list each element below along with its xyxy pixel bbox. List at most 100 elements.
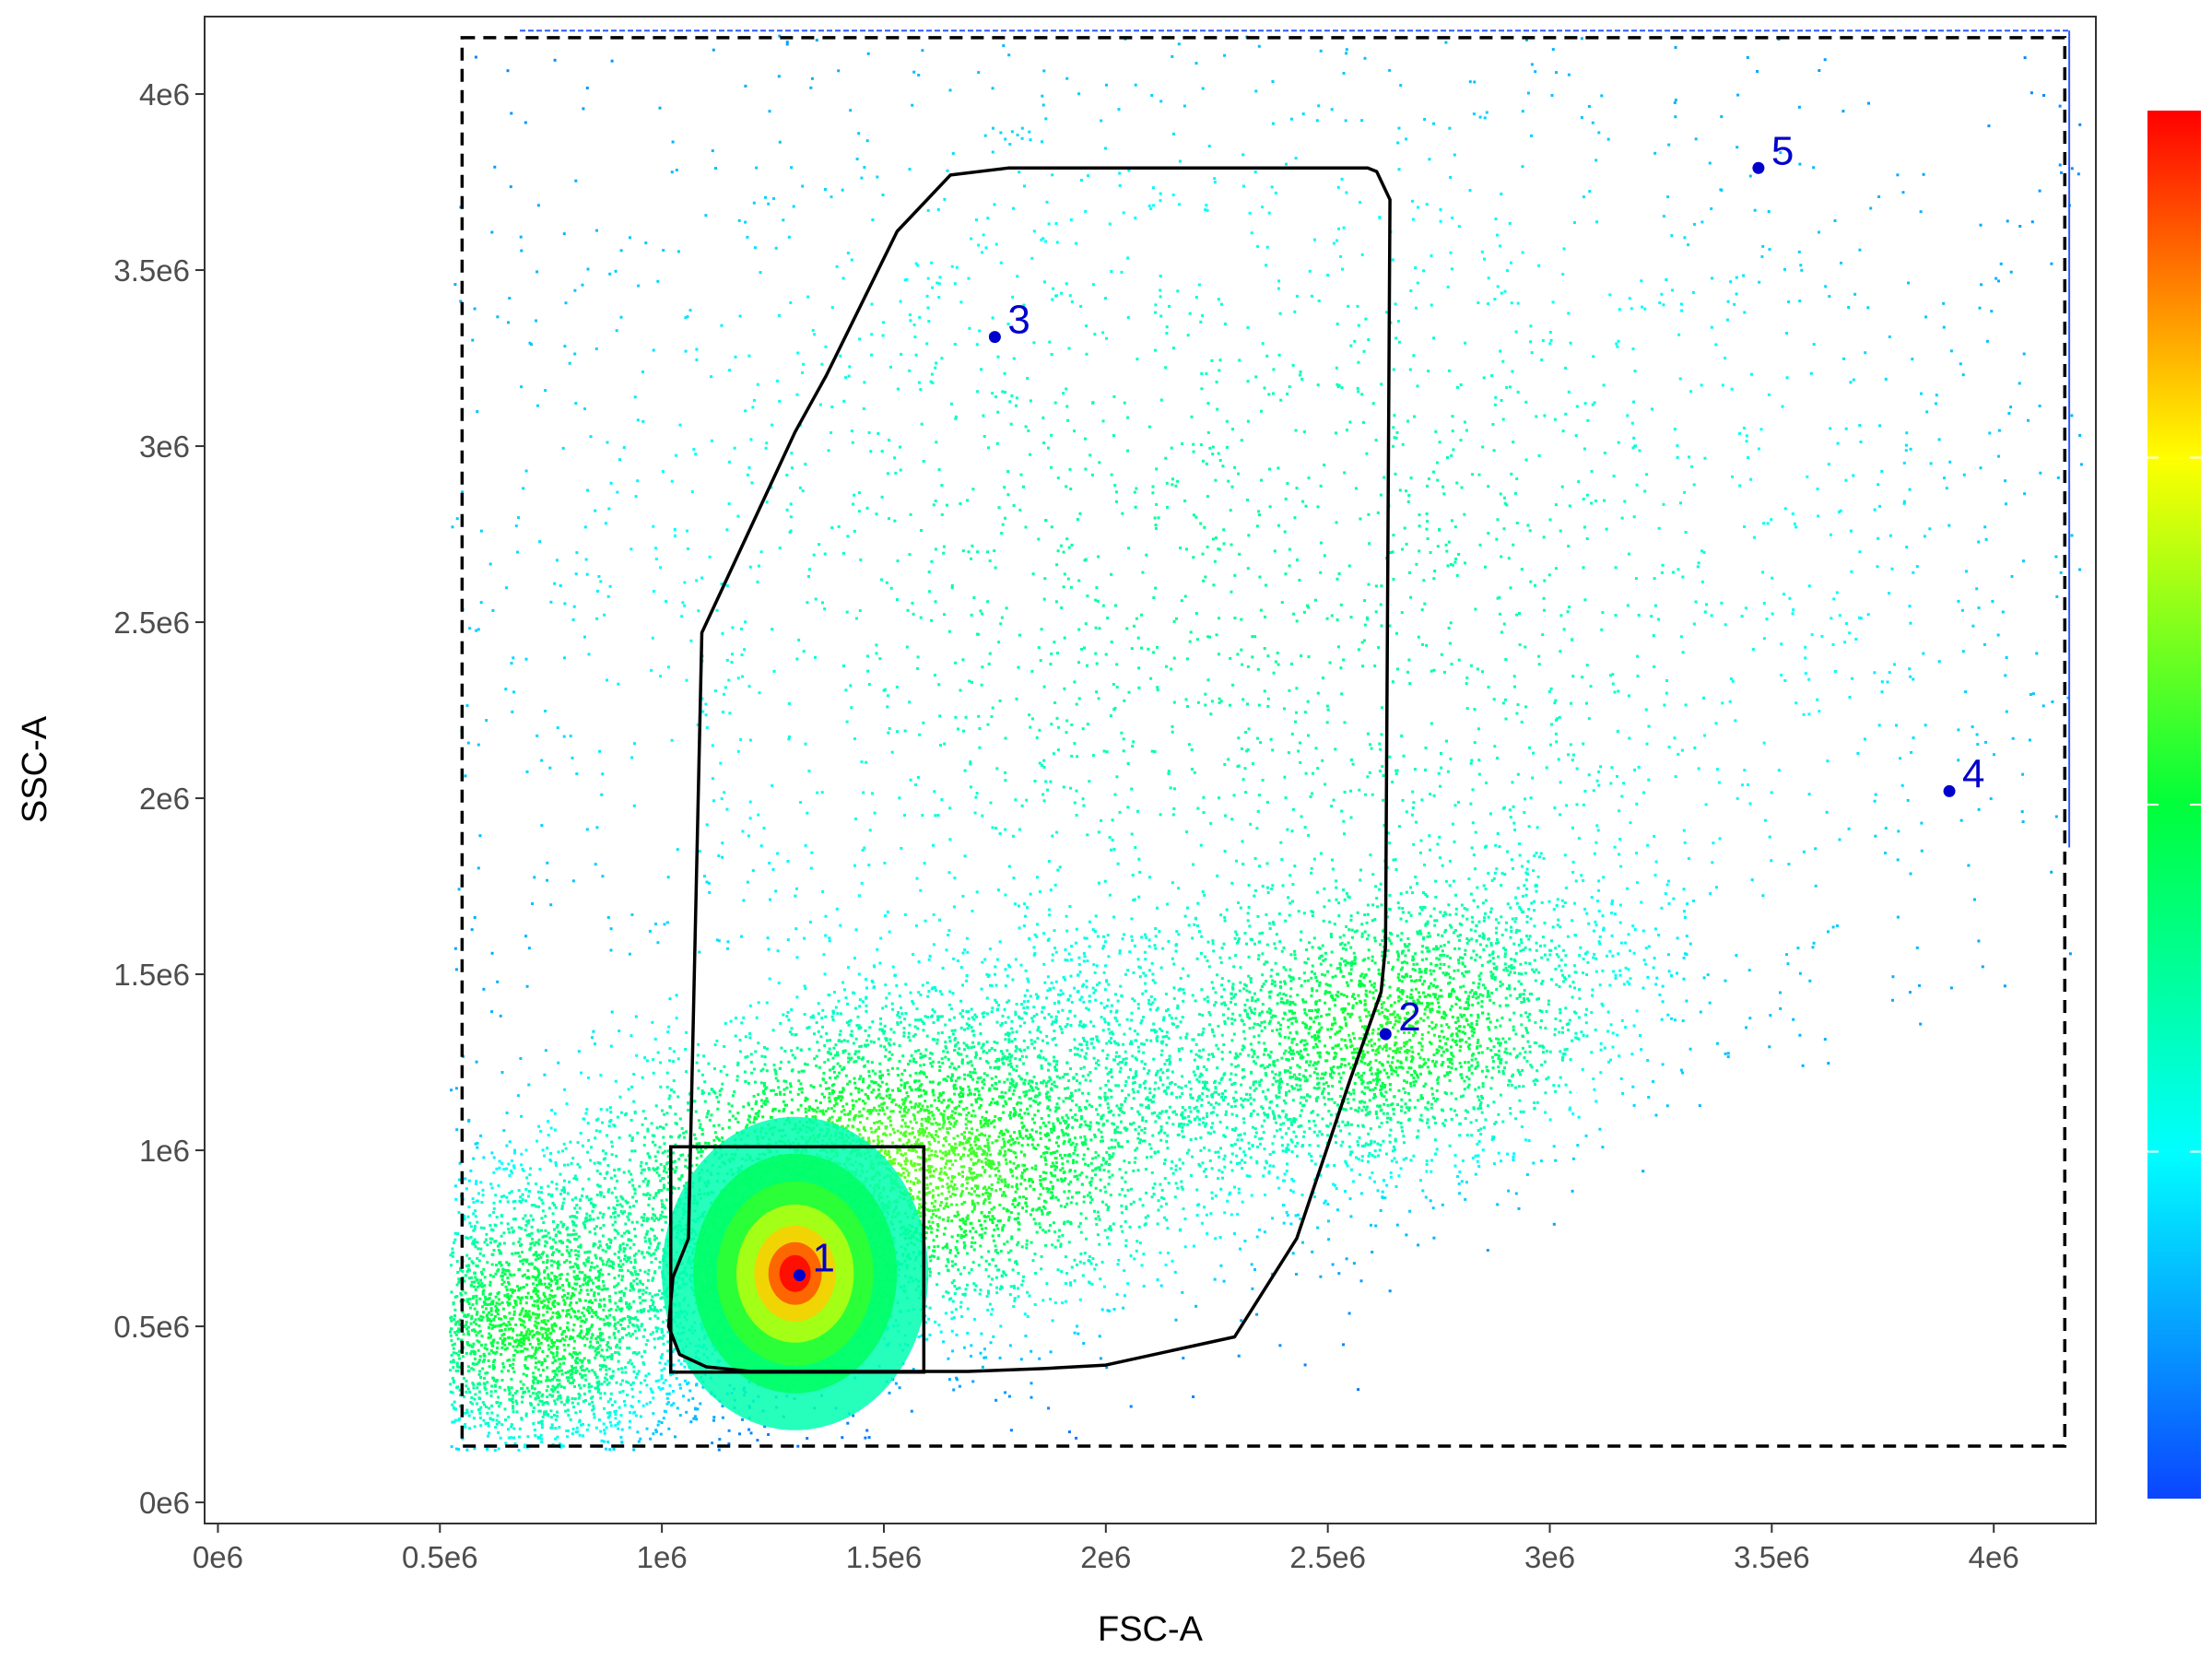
scatter-point xyxy=(970,1245,973,1249)
scatter-point xyxy=(996,1067,1000,1071)
scatter-point xyxy=(635,1053,639,1057)
scatter-point xyxy=(1028,1030,1031,1034)
scatter-point xyxy=(1012,877,1016,880)
scatter-point xyxy=(1020,1121,1024,1124)
scatter-point xyxy=(898,994,901,998)
scatter-point xyxy=(569,1260,571,1264)
scatter-point xyxy=(1105,1005,1109,1007)
scatter-point xyxy=(1144,1216,1147,1219)
scatter-point xyxy=(763,1046,766,1049)
scatter-point xyxy=(1135,1074,1138,1077)
scatter-point xyxy=(1125,1140,1129,1143)
scatter-point xyxy=(653,1214,656,1218)
scatter-point xyxy=(821,1077,825,1081)
scatter-point xyxy=(502,1365,506,1369)
scatter-point xyxy=(639,1279,641,1283)
scatter-point xyxy=(456,1320,460,1324)
scatter-point xyxy=(1087,1147,1089,1150)
scatter-point xyxy=(1003,1142,1006,1146)
scatter-point xyxy=(595,1285,598,1288)
scatter-point xyxy=(727,1102,731,1106)
scatter-point xyxy=(465,1408,469,1412)
scatter-point xyxy=(1017,904,1020,908)
scatter-point xyxy=(1085,1043,1088,1047)
scatter-point xyxy=(1012,1084,1016,1088)
scatter-point xyxy=(828,939,831,943)
scatter-point xyxy=(878,1028,882,1031)
scatter-point xyxy=(641,1218,645,1222)
scatter-point xyxy=(1025,1239,1029,1242)
scatter-point xyxy=(922,1088,925,1092)
scatter-point xyxy=(1054,1195,1058,1199)
scatter-point xyxy=(975,1194,979,1197)
scatter-point xyxy=(924,1076,928,1078)
scatter-point xyxy=(944,1041,947,1044)
scatter-point xyxy=(660,1327,664,1331)
scatter-point xyxy=(1356,1140,1359,1144)
scatter-point xyxy=(846,1002,850,1006)
scatter-point xyxy=(561,1288,565,1292)
scatter-point xyxy=(1032,946,1036,949)
scatter-point xyxy=(717,1124,721,1127)
scatter-point xyxy=(1053,1002,1056,1006)
scatter-point xyxy=(797,1079,801,1083)
scatter-point xyxy=(1008,1111,1012,1114)
scatter-point xyxy=(1246,1099,1250,1101)
scatter-point xyxy=(959,1157,962,1160)
scatter-point xyxy=(815,1099,818,1102)
scatter-point xyxy=(830,1115,834,1119)
scatter-point xyxy=(713,1144,717,1147)
scatter-point xyxy=(1119,1109,1123,1112)
scatter-point xyxy=(1038,1222,1041,1226)
scatter-point xyxy=(830,1121,834,1124)
scatter-point xyxy=(1170,1081,1173,1084)
scatter-point xyxy=(760,1105,764,1108)
scatter-point xyxy=(653,1234,656,1238)
scatter-point xyxy=(919,1064,923,1067)
scatter-point xyxy=(1096,1166,1100,1170)
scatter-point xyxy=(921,1128,924,1131)
scatter-point xyxy=(990,1207,994,1211)
scatter-point xyxy=(838,1116,841,1120)
scatter-point xyxy=(543,1073,547,1077)
scatter-point xyxy=(953,1214,957,1218)
scatter-point xyxy=(1067,1079,1071,1083)
scatter-point xyxy=(1030,1178,1033,1182)
scatter-point xyxy=(1000,1146,1004,1149)
scatter-point xyxy=(936,1140,940,1144)
scatter-point xyxy=(1040,1117,1043,1120)
scatter-point xyxy=(1083,936,1087,940)
scatter-point xyxy=(1051,953,1054,957)
scatter-point xyxy=(912,1002,915,1006)
scatter-point xyxy=(1065,1159,1069,1163)
scatter-point xyxy=(1132,1169,1135,1172)
scatter-point xyxy=(1087,1164,1090,1167)
scatter-point xyxy=(1062,975,1065,979)
scatter-point xyxy=(641,1168,644,1171)
scatter-point xyxy=(1109,1155,1112,1159)
scatter-point xyxy=(997,1135,1001,1138)
scatter-point xyxy=(1239,906,1242,910)
scatter-point xyxy=(651,1278,654,1282)
scatter-point xyxy=(1334,998,1336,1002)
scatter-point xyxy=(807,1109,811,1112)
scatter-point xyxy=(971,1210,974,1214)
scatter-point xyxy=(1049,1171,1053,1175)
scatter-point xyxy=(1198,930,1201,934)
scatter-point xyxy=(1001,1229,1005,1232)
scatter-point xyxy=(866,1095,870,1098)
scatter-point xyxy=(672,1060,676,1064)
scatter-point xyxy=(1368,1111,1371,1114)
scatter-point xyxy=(947,1121,951,1124)
scatter-point xyxy=(698,1142,701,1146)
scatter-point xyxy=(925,1337,929,1341)
scatter-point xyxy=(572,1177,576,1181)
scatter-point xyxy=(842,1108,846,1112)
scatter-point xyxy=(880,1028,884,1031)
scatter-point xyxy=(941,966,945,970)
scatter-point xyxy=(768,977,771,981)
scatter-point xyxy=(648,1305,652,1308)
scatter-point xyxy=(818,1101,822,1104)
scatter-point xyxy=(490,1237,494,1241)
scatter-point xyxy=(813,1032,816,1036)
